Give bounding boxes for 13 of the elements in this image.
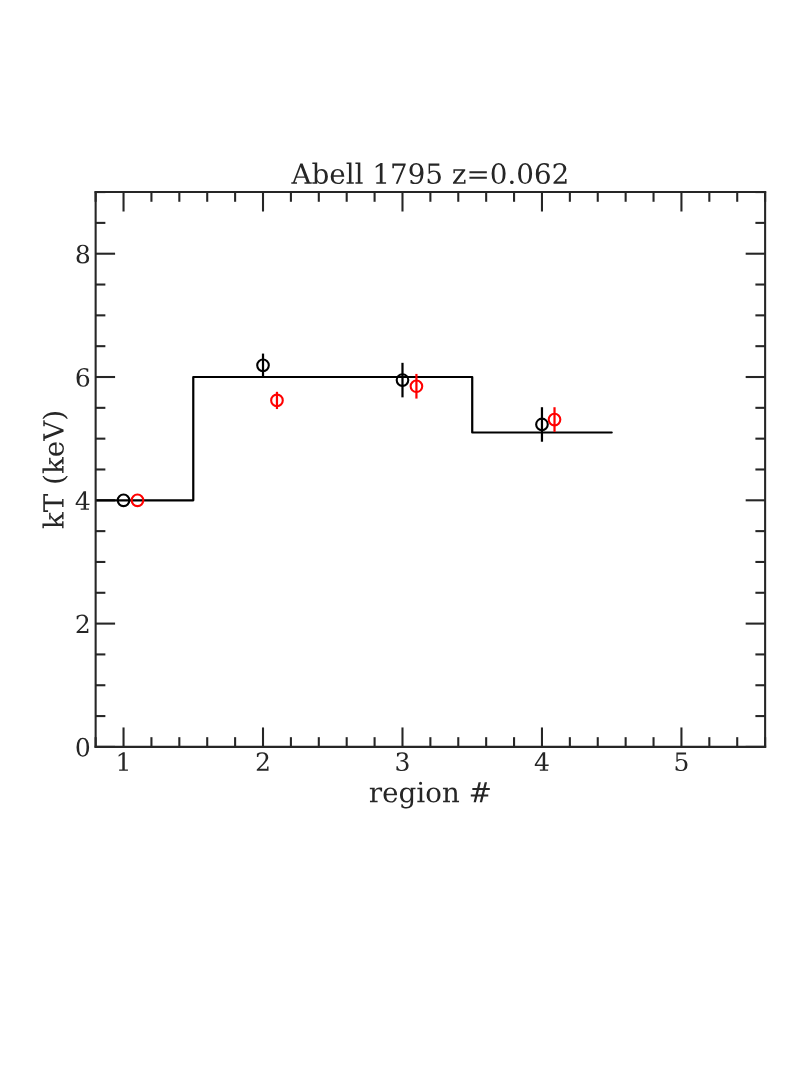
y-tick-label: 4 <box>75 491 90 510</box>
y-tick-label: 2 <box>76 614 89 634</box>
x-tick-label: 3 <box>396 752 409 772</box>
x-axis-title: region # <box>369 781 490 809</box>
y-tick-label: 8 <box>76 244 90 264</box>
chart-title: Abell 1795 z=0.062 <box>291 162 567 185</box>
x-tick-label: 1 <box>118 752 128 771</box>
x-tick-label: 4 <box>534 752 549 771</box>
x-tick-label: 5 <box>675 752 688 772</box>
y-tick-label: 0 <box>76 737 90 757</box>
x-tick-label: 2 <box>256 752 269 771</box>
y-axis-title: kT (keV) <box>42 412 68 529</box>
y-tick-label: 6 <box>76 367 90 387</box>
